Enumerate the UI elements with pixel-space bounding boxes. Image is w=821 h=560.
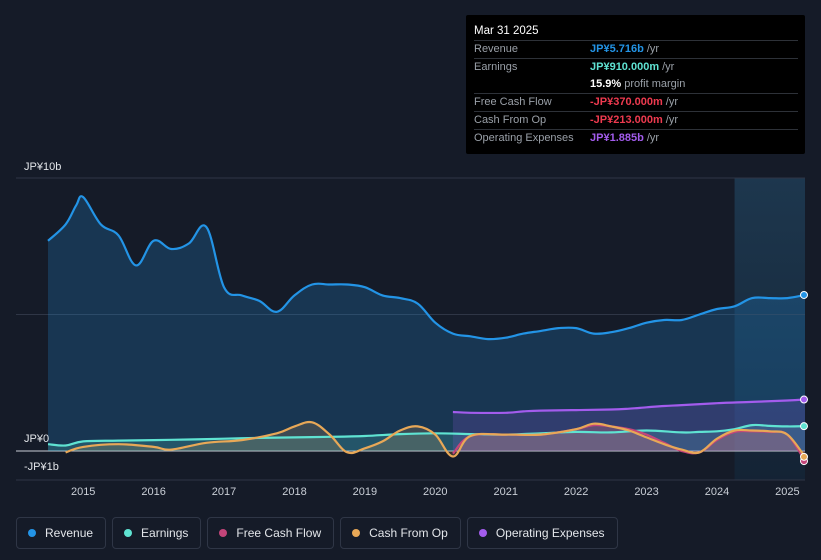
tooltip-value: JP¥910.000m [590,61,660,73]
legend-dot-icon [352,529,361,537]
x-tick-label: 2016 [141,486,165,498]
legend-item-cash-from-op[interactable]: Cash From Op [340,517,461,549]
x-tick-label: 2017 [212,486,236,498]
area-free-cash-flow [452,424,805,462]
y-tick-label: -JP¥1b [24,461,59,473]
tooltip-value: JP¥1.885b [590,132,644,144]
tooltip-label: Revenue [474,43,519,55]
tooltip-unit: /yr [665,96,679,108]
tooltip-unit: /yr [646,132,660,144]
tooltip-value: -JP¥370.000m [590,96,663,108]
legend-label: Cash From Op [369,526,448,540]
legend-item-revenue[interactable]: Revenue [16,517,107,549]
endpoint-cash-from-op [800,452,808,461]
tooltip: Mar 31 2025 Revenue JP¥5.716b/yr Earnings J… [466,15,805,154]
legend-item-free-cash-flow[interactable]: Free Cash Flow [207,517,335,549]
legend-label: Revenue [45,526,94,540]
endpoint-earnings [800,422,808,431]
x-tick-label: 2020 [423,486,447,498]
tooltip-label: Cash From Op [474,114,547,126]
legend-dot-icon [28,529,36,537]
tooltip-value: JP¥5.716b [590,43,644,55]
tooltip-label: Operating Expenses [474,132,574,144]
tooltip-label [474,76,590,93]
tooltip-unit: /yr [662,61,675,73]
area-earnings [48,424,805,451]
legend-item-operating-expenses[interactable]: Operating Expenses [466,517,618,549]
legend-dot-icon [478,529,487,537]
tooltip-row: Cash From Op -JP¥213.000m/yr [474,111,798,129]
endpoint-operating-expenses [800,395,808,404]
tooltip-row: Revenue JP¥5.716b/yr [474,40,798,58]
tooltip-unit: /yr [646,43,660,55]
line-revenue [47,195,806,341]
x-tick-label: 2024 [705,486,729,498]
x-tick-label: 2023 [634,486,658,498]
area-revenue [48,196,805,451]
legend-dot-icon [219,529,228,537]
x-tick-label: 2025 [775,486,799,498]
line-earnings [47,423,806,447]
x-tick-label: 2021 [493,486,517,498]
line-cash-from-op [65,420,806,458]
line-operating-expenses [452,398,806,415]
tooltip-date: Mar 31 2025 [474,25,539,37]
area-cash-from-op [65,421,806,457]
legend: Revenue Earnings Free Cash Flow Cash From O… [16,517,618,549]
chart: JP¥10b JP¥0 -JP¥1b 2015 2016 2017 2018 2019 2020… [16,161,808,498]
x-tick-label: 2022 [564,486,588,498]
tooltip-value: -JP¥213.000m [590,114,663,126]
x-tick-label: 2018 [282,486,306,498]
tooltip-label: Earnings [474,61,518,73]
legend-label: Earnings [141,526,189,540]
x-tick-label: 2015 [71,486,95,498]
y-tick-label: JP¥0 [24,433,49,445]
y-tick-label: JP¥10b [24,161,61,173]
legend-label: Free Cash Flow [236,526,322,540]
tooltip-label: Free Cash Flow [474,96,552,108]
endpoint-revenue [800,290,808,299]
x-tick-label: 2019 [353,486,377,498]
plot-background [16,178,805,480]
tooltip-value: 15.9% [590,78,622,90]
tooltip-row: Free Cash Flow -JP¥370.000m/yr [474,93,798,111]
legend-dot-icon [124,529,133,537]
tooltip-row: Earnings JP¥910.000m/yr [474,58,798,76]
tooltip-row: 15.9% profit margin [474,76,798,93]
legend-label: Operating Expenses [495,526,605,540]
tooltip-row: Operating Expenses JP¥1.885b/yr [474,129,798,147]
tooltip-unit: /yr [665,114,679,126]
tooltip-unit: profit margin [624,78,686,90]
legend-item-earnings[interactable]: Earnings [112,517,202,549]
